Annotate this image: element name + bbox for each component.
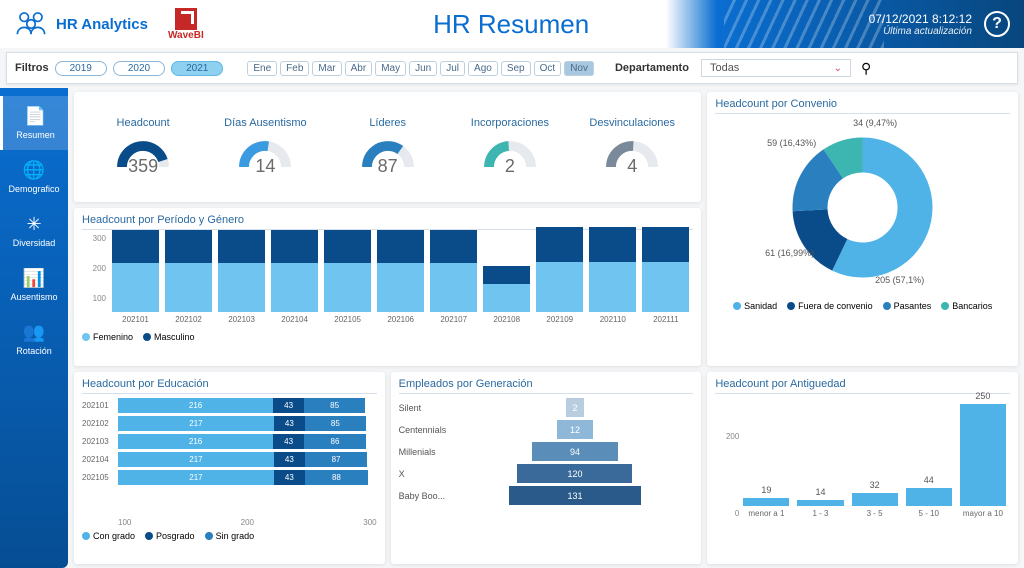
month-pill[interactable]: Jun bbox=[409, 61, 437, 76]
card-title: Headcount por Convenio bbox=[715, 98, 1010, 114]
edu-row: 2021052174388 bbox=[82, 470, 377, 485]
generation-card: Empleados por Generación Silent2 Centenni… bbox=[391, 372, 702, 564]
period-card: Headcount por Período y Género 300200100… bbox=[74, 208, 701, 366]
page-title: HR Resumen bbox=[154, 9, 869, 40]
stacked-bar: 202108 bbox=[483, 266, 530, 324]
stacked-bar: 202103 bbox=[218, 230, 265, 324]
nav-icon: 📊 bbox=[2, 268, 66, 289]
seniority-card: Headcount por Antiguedad 2000 19menor a … bbox=[707, 372, 1018, 564]
kpi: Desvinculaciones4 bbox=[571, 117, 693, 177]
education-card: Headcount por Educación 2021012164385 202… bbox=[74, 372, 385, 564]
year-pill[interactable]: 2019 bbox=[55, 61, 107, 76]
year-pill[interactable]: 2021 bbox=[171, 61, 223, 76]
legend-item: Masculino bbox=[143, 332, 195, 342]
month-pill[interactable]: Jul bbox=[440, 61, 465, 76]
kpi: Líderes87 bbox=[327, 117, 449, 177]
convenio-card: Headcount por Convenio 34 (9,47%) 59 (16… bbox=[707, 92, 1018, 366]
stacked-bar: 202102 bbox=[165, 230, 212, 324]
sidebar: 📄Resumen🌐Demografico✳Diversidad📊Ausentis… bbox=[0, 88, 68, 568]
funnel-row: Silent2 bbox=[399, 398, 694, 417]
kpi: Días Ausentismo14 bbox=[204, 117, 326, 177]
legend-item: Posgrado bbox=[145, 531, 195, 541]
nav-diversidad[interactable]: ✳Diversidad bbox=[0, 204, 68, 258]
chevron-down-icon: ⌄ bbox=[834, 63, 842, 74]
nav-icon: 🌐 bbox=[2, 160, 66, 181]
funnel-row: X120 bbox=[399, 464, 694, 483]
month-pill[interactable]: Sep bbox=[501, 61, 531, 76]
vbar: 250mayor a 10 bbox=[960, 404, 1006, 518]
legend-item: Sanidad bbox=[733, 301, 777, 311]
stacked-bar: 202111 bbox=[642, 227, 689, 324]
month-pill[interactable]: Nov bbox=[564, 61, 594, 76]
legend-item: Fuera de convenio bbox=[787, 301, 873, 311]
dept-label: Departamento bbox=[615, 62, 689, 74]
legend-item: Bancarios bbox=[941, 301, 992, 311]
vbar: 445 - 10 bbox=[906, 488, 952, 518]
stacked-bar: 202107 bbox=[430, 230, 477, 324]
edu-row: 2021032164386 bbox=[82, 434, 377, 449]
kpi: Incorporaciones2 bbox=[449, 117, 571, 177]
last-update-label: Última actualización bbox=[869, 26, 972, 37]
stacked-bar: 202101 bbox=[112, 230, 159, 324]
filters-label: Filtros bbox=[15, 62, 49, 74]
legend-item: Femenino bbox=[82, 332, 133, 342]
stacked-bar: 202104 bbox=[271, 230, 318, 324]
month-pill[interactable]: Ene bbox=[247, 61, 277, 76]
nav-ausentismo[interactable]: 📊Ausentismo bbox=[0, 258, 68, 312]
header-meta: 07/12/2021 8:12:12 Última actualización bbox=[869, 12, 972, 37]
month-pill[interactable]: Ago bbox=[468, 61, 498, 76]
legend-item: Sin grado bbox=[205, 531, 255, 541]
vbar: 19menor a 1 bbox=[743, 498, 789, 518]
stacked-bar: 202106 bbox=[377, 230, 424, 324]
legend-item: Pasantes bbox=[883, 301, 932, 311]
filter-icon[interactable]: ⚲ bbox=[861, 60, 871, 77]
funnel-row: Centennials12 bbox=[399, 420, 694, 439]
month-pill[interactable]: May bbox=[375, 61, 406, 76]
nav-resumen[interactable]: 📄Resumen bbox=[0, 96, 68, 150]
header: HR Analytics WaveBI HR Resumen 07/12/202… bbox=[0, 0, 1024, 48]
nav-icon: 📄 bbox=[5, 106, 66, 127]
vbar: 323 - 5 bbox=[852, 493, 898, 518]
month-pill[interactable]: Mar bbox=[312, 61, 341, 76]
help-button[interactable]: ? bbox=[984, 11, 1010, 37]
wavebi-icon bbox=[175, 8, 197, 30]
timestamp: 07/12/2021 8:12:12 bbox=[869, 12, 972, 26]
dept-select[interactable]: Todas ⌄ bbox=[701, 59, 851, 77]
year-pill[interactable]: 2020 bbox=[113, 61, 165, 76]
nav-icon: ✳ bbox=[2, 214, 66, 235]
nav-demografico[interactable]: 🌐Demografico bbox=[0, 150, 68, 204]
legend-item: Con grado bbox=[82, 531, 135, 541]
card-title: Headcount por Educación bbox=[82, 378, 377, 394]
month-pill[interactable]: Feb bbox=[280, 61, 309, 76]
kpi: Headcount359 bbox=[82, 117, 204, 177]
funnel-row: Millenials94 bbox=[399, 442, 694, 461]
nav-icon: 👥 bbox=[2, 322, 66, 343]
edu-row: 2021022174385 bbox=[82, 416, 377, 431]
stacked-bar: 202105 bbox=[324, 230, 371, 324]
edu-row: 2021042174387 bbox=[82, 452, 377, 467]
stacked-bar: 202110 bbox=[589, 227, 636, 324]
filter-bar: Filtros 2019 2020 2021 EneFebMar AbrMayJunJ… bbox=[6, 52, 1018, 84]
kpi-card: Headcount359Días Ausentismo14Líderes87In… bbox=[74, 92, 701, 202]
people-icon bbox=[14, 7, 48, 41]
month-pill[interactable]: Abr bbox=[345, 61, 373, 76]
card-title: Empleados por Generación bbox=[399, 378, 694, 394]
funnel-row: Baby Boo...131 bbox=[399, 486, 694, 505]
stacked-bar: 202109 bbox=[536, 227, 583, 324]
app-name: HR Analytics bbox=[56, 16, 148, 33]
edu-row: 2021012164385 bbox=[82, 398, 377, 413]
vbar: 141 - 3 bbox=[797, 500, 843, 518]
month-pill[interactable]: Oct bbox=[534, 61, 562, 76]
nav-rotación[interactable]: 👥Rotación bbox=[0, 312, 68, 366]
